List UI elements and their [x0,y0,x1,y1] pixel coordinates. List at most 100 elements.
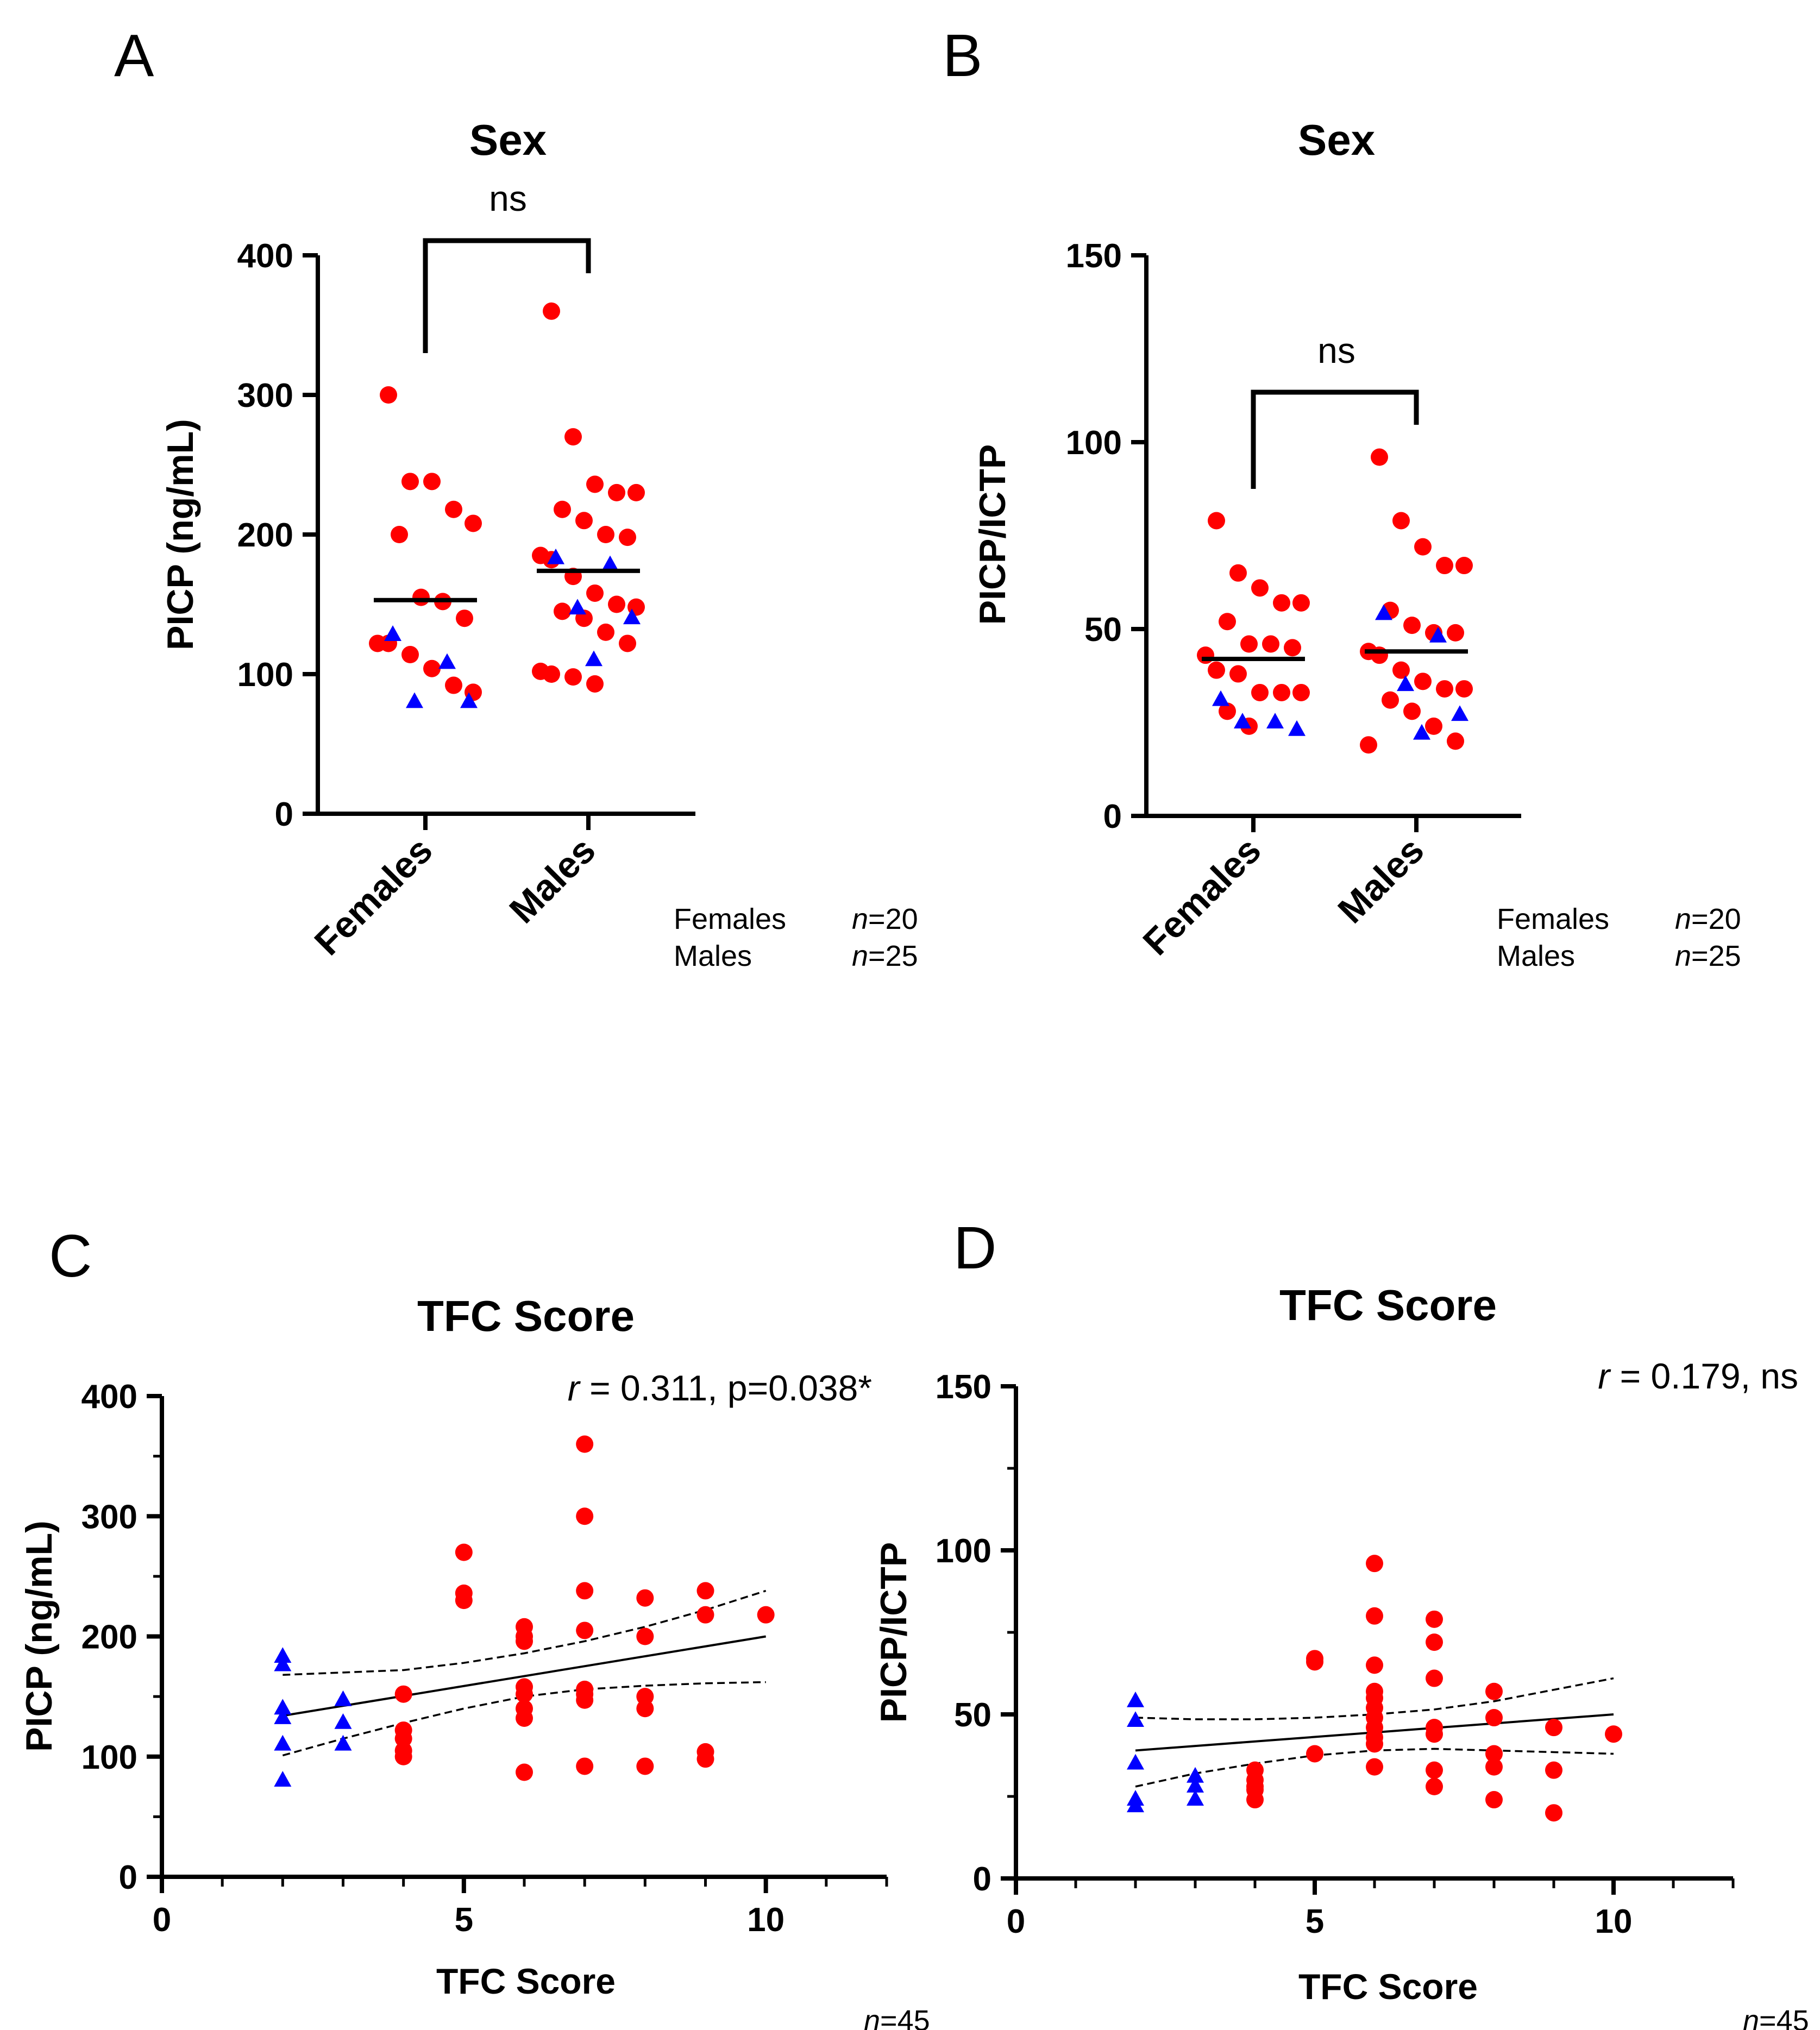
data-point-blue [1127,1754,1144,1770]
n-count-label: n=25 [1675,940,1741,972]
significance-label: ns [489,178,527,218]
data-point-red [1455,557,1473,575]
data-point-red [1251,579,1269,597]
data-point-red [401,473,419,491]
data-point-red [1208,512,1225,530]
y-tick-label: 0 [973,1861,991,1898]
y-tick-label: 0 [275,796,293,833]
chart-title: TFC Score [1279,1281,1497,1329]
data-point-blue [1288,720,1306,736]
data-point-blue [274,1647,292,1663]
y-axis-label: PICP/ICTP [873,1542,914,1723]
data-point-red [516,1763,533,1781]
data-point-red [445,676,462,694]
n-value: =45 [1759,2004,1809,2030]
data-point-red [1273,683,1290,701]
data-point-blue [1187,1790,1204,1806]
data-point-red [1251,683,1269,701]
x-tick-label: 10 [747,1901,785,1939]
data-point-red [445,500,462,518]
data-point-red [636,1589,654,1607]
n-count-label: n=45 [1743,2004,1809,2030]
data-point-red [576,1582,594,1600]
data-point-red [516,1632,533,1650]
data-point-red [627,483,645,501]
x-tick-label: 5 [1306,1903,1324,1940]
data-point-red [597,623,614,641]
data-point-red [636,1700,654,1718]
data-point-blue [585,650,603,667]
data-point-red [576,1622,594,1639]
data-point-red [696,1606,714,1624]
data-point-blue [1127,1711,1144,1727]
n-count-label: n=20 [852,903,918,935]
data-point-blue [1212,690,1229,706]
chart-title: Sex [469,116,547,164]
panel-a: A Sex 0 100 200 300 400 Females Males PICP (ng/mL… [114,22,918,972]
data-point-red [455,1592,473,1610]
data-point-blue [623,608,641,625]
regression-line [283,1635,766,1717]
y-axis-label: PICP (ng/mL) [160,419,201,650]
x-category-label: Males [1330,829,1432,931]
data-point-red [543,302,560,320]
data-point-red [1436,557,1453,575]
data-point-red [456,609,473,627]
data-point-red [1485,1709,1503,1727]
data-point-red [391,526,408,543]
y-tick-label: 100 [237,656,293,694]
data-point-red [1426,1777,1443,1795]
y-tick-label: 400 [81,1378,137,1416]
data-point-red [1426,1610,1443,1628]
data-point-red [608,483,625,501]
data-point-red [1246,1791,1264,1809]
n-value: =25 [1691,940,1741,972]
y-tick-label: 50 [1084,611,1122,649]
n-symbol: n [1675,940,1691,972]
data-point-blue [460,692,478,708]
significance-bracket [423,238,591,353]
data-point-red [1447,732,1464,750]
data-point-blue [1187,1767,1204,1783]
data-point-red [423,473,441,491]
data-point-red [1366,1555,1383,1573]
data-point-red [1240,635,1258,653]
data-point-red [1366,1758,1383,1776]
data-point-red [1284,639,1301,657]
x-category-label: Females [1135,829,1269,963]
data-point-red [1392,661,1410,679]
data-point-red [1366,1607,1383,1625]
data-point-blue [1266,713,1284,728]
data-point-red [412,588,430,606]
data-point-blue [334,1713,352,1729]
y-tick-label: 200 [237,517,293,554]
data-point-red [597,526,614,543]
correlation-stat: r = 0.311, p=0.038* [568,1368,872,1408]
n-symbol: n [1743,2004,1759,2030]
data-point-red [564,668,582,686]
confidence-band-upper [283,1589,767,1676]
data-point-red [1447,624,1464,642]
y-tick-label: 150 [936,1368,991,1406]
data-point-red [1485,1745,1503,1763]
data-point-blue [601,555,619,571]
significance-label: ns [1317,330,1355,370]
data-point-red [576,1507,594,1525]
data-point-blue [438,653,456,669]
data-point-red [696,1750,714,1768]
data-point-red [1273,594,1290,612]
panel-c: C TFC Score 0 100 200 300 400 0 5 10 PICP (ng/mL) T… [18,1223,930,2030]
chart-title: TFC Score [417,1292,635,1340]
n-value: =20 [1691,903,1741,935]
data-point-blue [1413,724,1430,740]
data-point-red [636,1627,654,1645]
data-point-red [1219,613,1236,631]
panel-letter: C [49,1223,92,1290]
x-tick-label: 0 [153,1901,171,1939]
data-point-red [1392,512,1410,530]
y-tick-label: 50 [954,1696,991,1734]
data-point-blue [1127,1796,1144,1813]
data-point-red [380,386,397,404]
data-point-red [1366,1656,1383,1674]
data-point-red [554,602,571,620]
